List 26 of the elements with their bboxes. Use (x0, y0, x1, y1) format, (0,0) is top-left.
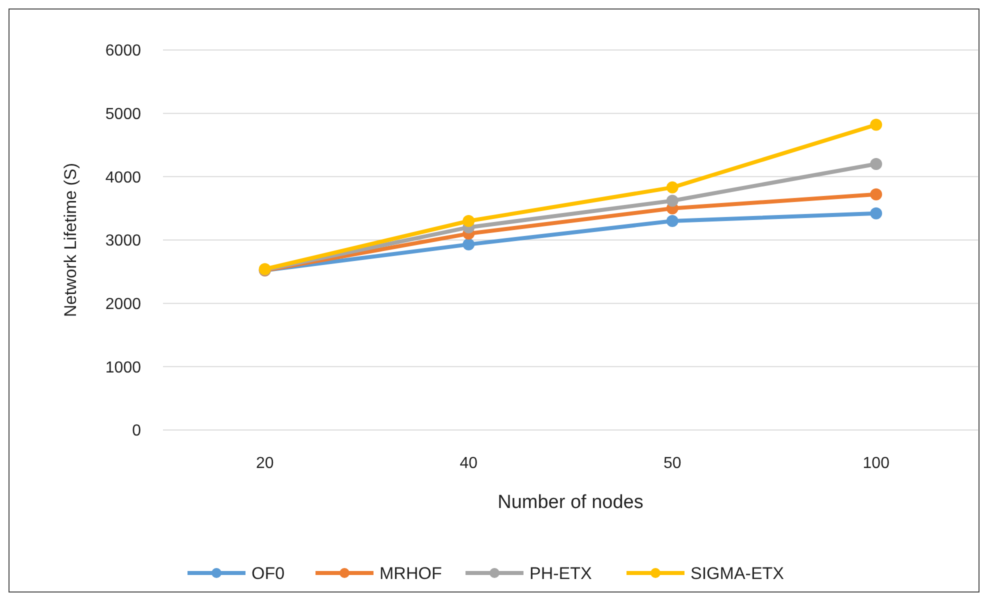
x-tick-label: 50 (663, 455, 682, 472)
y-tick-label: 6000 (105, 42, 142, 60)
x-axis-title: Number of nodes (498, 492, 644, 513)
y-tick-label: 1000 (105, 359, 142, 376)
legend-label: SIGMA-ETX (690, 564, 784, 583)
y-tick-label: 4000 (105, 169, 142, 186)
point (462, 215, 475, 227)
point (870, 188, 882, 200)
x-tick-label: 20 (256, 455, 274, 472)
y-tick-label: 0 (132, 422, 142, 440)
point (666, 215, 678, 227)
point (666, 194, 678, 207)
legend-label: OF0 (252, 564, 285, 583)
y-tick-label: 3000 (105, 232, 142, 250)
point (462, 238, 475, 250)
point (870, 158, 882, 170)
y-tick-label: 2000 (105, 296, 142, 313)
point (870, 207, 882, 220)
point (666, 181, 678, 194)
x-tick-label: 40 (460, 455, 478, 472)
legend-label: MRHOF (380, 564, 442, 583)
x-tick-label: 100 (862, 455, 890, 472)
y-tick-label: 5000 (105, 106, 142, 123)
point (870, 118, 882, 131)
legend-label: PH-ETX (530, 564, 592, 583)
y-axis-title: Network Lifetime (S) (61, 163, 80, 317)
